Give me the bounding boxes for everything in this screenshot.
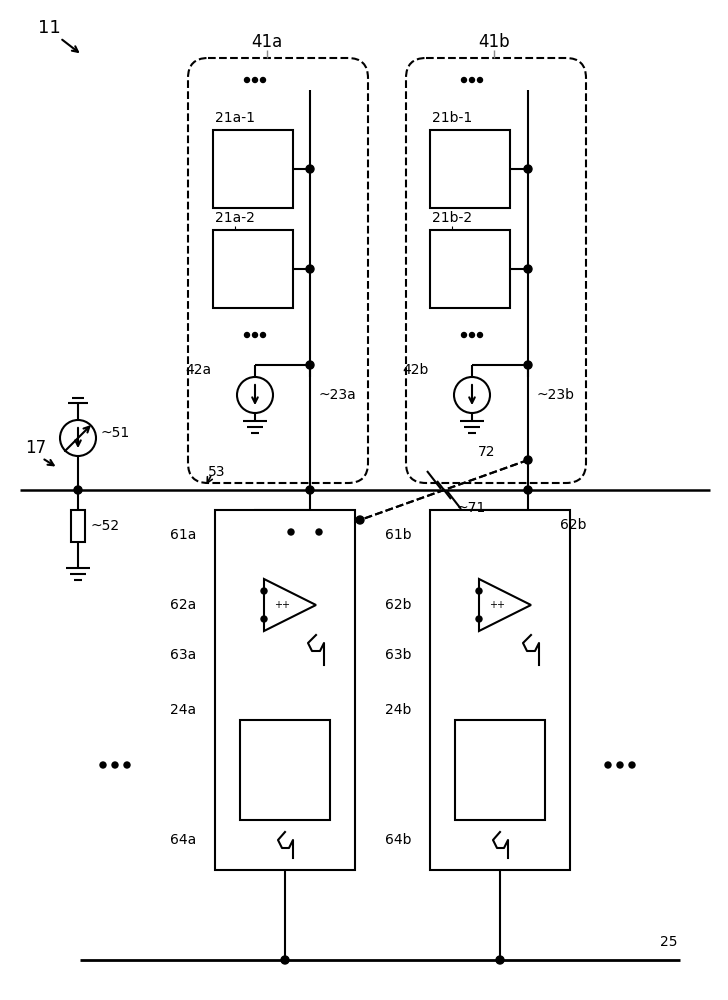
Circle shape: [356, 516, 364, 524]
Circle shape: [462, 332, 467, 338]
Text: ~23a: ~23a: [318, 388, 356, 402]
Text: 72: 72: [478, 445, 496, 459]
Text: 11: 11: [38, 19, 60, 37]
Circle shape: [306, 361, 314, 369]
Text: 61a: 61a: [170, 528, 197, 542]
Text: 61b: 61b: [385, 528, 411, 542]
Text: ++: ++: [274, 600, 290, 610]
Circle shape: [281, 956, 289, 964]
Circle shape: [476, 588, 482, 594]
Bar: [213, 130, 293, 208]
Circle shape: [74, 486, 82, 494]
Circle shape: [253, 332, 258, 338]
Text: 24a: 24a: [170, 703, 196, 717]
Circle shape: [524, 486, 532, 494]
Circle shape: [316, 529, 322, 535]
Text: 42a: 42a: [185, 363, 211, 377]
Text: 25: 25: [660, 935, 678, 949]
Text: 17: 17: [25, 439, 46, 457]
Circle shape: [496, 956, 504, 964]
Circle shape: [245, 332, 250, 338]
Bar: [430, 130, 510, 208]
Bar: [455, 720, 545, 820]
Circle shape: [112, 762, 118, 768]
Bar: [71, 510, 85, 542]
Circle shape: [524, 165, 532, 173]
Circle shape: [605, 762, 611, 768]
Circle shape: [478, 332, 483, 338]
Circle shape: [253, 78, 258, 83]
Text: 62b: 62b: [560, 518, 587, 532]
Text: 53: 53: [208, 465, 226, 479]
Text: 63a: 63a: [170, 648, 197, 662]
Circle shape: [478, 78, 483, 83]
Circle shape: [470, 332, 475, 338]
Circle shape: [261, 78, 266, 83]
Circle shape: [306, 265, 314, 273]
Bar: [430, 230, 510, 308]
Circle shape: [524, 265, 532, 273]
Circle shape: [306, 486, 314, 494]
Circle shape: [245, 78, 250, 83]
Bar: [240, 720, 330, 820]
Text: ~23b: ~23b: [536, 388, 574, 402]
Text: 64b: 64b: [385, 833, 411, 847]
Bar: [430, 510, 570, 870]
Text: 21a-2: 21a-2: [215, 211, 255, 225]
Circle shape: [476, 616, 482, 622]
Text: ~52: ~52: [90, 519, 119, 533]
Bar: [215, 510, 355, 870]
Circle shape: [261, 616, 267, 622]
Circle shape: [261, 332, 266, 338]
Text: 62b: 62b: [385, 598, 411, 612]
Text: 24b: 24b: [385, 703, 411, 717]
Circle shape: [306, 165, 314, 173]
Circle shape: [629, 762, 635, 768]
Text: 41a: 41a: [251, 33, 282, 51]
Circle shape: [462, 78, 467, 83]
Circle shape: [100, 762, 106, 768]
Circle shape: [470, 78, 475, 83]
Text: 42b: 42b: [402, 363, 428, 377]
Circle shape: [617, 762, 623, 768]
Text: ++: ++: [489, 600, 505, 610]
Text: 21b-1: 21b-1: [432, 111, 472, 125]
Text: 41b: 41b: [478, 33, 510, 51]
Text: 21b-2: 21b-2: [432, 211, 472, 225]
Circle shape: [261, 588, 267, 594]
Text: 21a-1: 21a-1: [215, 111, 255, 125]
Circle shape: [524, 456, 532, 464]
Text: ~71: ~71: [456, 501, 486, 515]
Bar: [213, 230, 293, 308]
Text: 63b: 63b: [385, 648, 411, 662]
Circle shape: [524, 361, 532, 369]
Text: 64a: 64a: [170, 833, 197, 847]
Circle shape: [288, 529, 294, 535]
Circle shape: [124, 762, 130, 768]
Text: ~51: ~51: [100, 426, 130, 440]
Text: 62a: 62a: [170, 598, 197, 612]
